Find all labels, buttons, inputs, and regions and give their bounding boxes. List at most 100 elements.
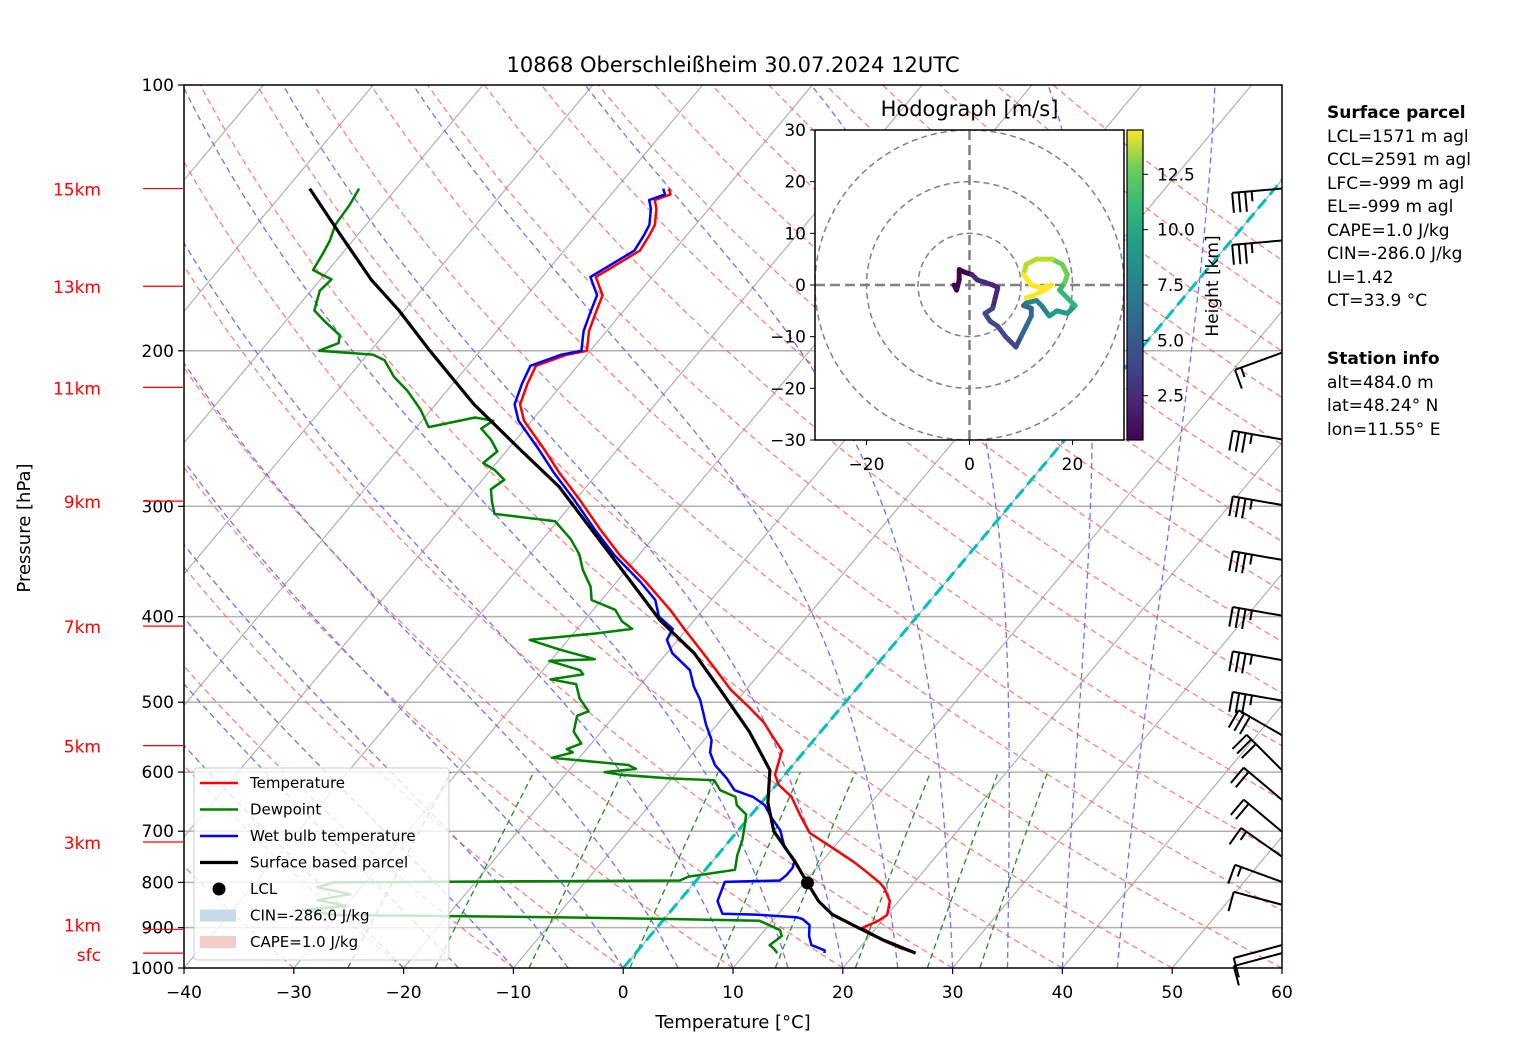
dry-adiabat [199,85,1173,968]
x-tick-label: −10 [495,983,531,1003]
x-tick-label: 60 [1271,983,1293,1003]
legend-label: Temperature [249,774,345,792]
wind-barb [1234,351,1283,389]
hodograph-x-tick-label: 20 [1062,455,1084,475]
profile-temperature [518,188,916,955]
height-label: 5km [64,738,101,758]
colorbar-tick-label: 5.0 [1157,331,1184,351]
axes: −40 −30 −20 −10 0 10 20 30 40 50 60100200300400500… [53,76,1293,1003]
dry-adiabat [768,85,1282,494]
mixing-ratio-line [528,771,624,968]
colorbar-tick-label: 7.5 [1157,276,1184,296]
mixing-ratio-line [979,771,1049,968]
height-label: 9km [64,493,101,513]
wind-barb [1232,944,1283,978]
wind-barb [1230,766,1283,801]
info-line: CIN=-286.0 J/kg [1327,244,1463,264]
hodograph-plot [815,130,1124,440]
info-line: LI=1.42 [1327,267,1394,288]
wind-barb [1227,863,1283,884]
colorbar-tick-label: 10.0 [1157,221,1195,241]
y-tick-label: 300 [142,497,174,517]
mixing-ratio-line [854,771,932,968]
surface-parcel-header: Surface parcel [1327,103,1466,123]
station-info-panel: Station info alt=484.0 m lat=48.24° N lo… [1327,348,1440,442]
wind-barb [1227,709,1283,737]
x-tick-label: 10 [722,983,744,1003]
colorbar [1126,129,1144,441]
moist-adiabat [184,616,514,968]
dry-adiabat [184,466,734,968]
y-tick-label: 700 [142,822,174,842]
isotherm [184,85,594,575]
wind-barb [1228,650,1283,674]
isotherm [184,85,484,444]
y-axis-label: Pressure [hPa] [14,463,35,592]
info-line: LFC=-999 m agl [1327,173,1465,194]
legend-label: CAPE=1.0 J/kg [250,933,358,951]
mixing-ratio-line [629,771,719,968]
colorbar-label: Height [km] [1203,235,1223,336]
legend-swatch [212,882,226,896]
height-label: 15km [53,181,101,201]
moist-adiabat [1116,85,1216,968]
legend: Temperature Dewpoint Wet bulb temperature S… [193,767,450,961]
wind-barb [1230,798,1283,833]
hodograph-ring [917,232,1022,338]
x-tick-label: 20 [832,983,854,1003]
mixing-ratio-line [434,771,535,968]
wind-barb [1232,952,1283,986]
dry-adiabat [426,85,1282,801]
y-tick-label: 200 [142,342,174,362]
x-tick-label: −20 [386,983,422,1003]
hodograph-x-tick-label: 0 [964,455,975,475]
wind-barb [1228,690,1283,715]
legend-label: CIN=-286.0 J/kg [250,907,370,925]
hodograph-y-tick-label: 20 [784,173,806,193]
info-line: LCL=1571 m agl [1327,126,1469,147]
moist-adiabat [184,460,624,968]
hodograph-y-tick-label: 0 [795,276,806,296]
height-label: 1km [64,916,101,936]
lcl-marker [800,876,814,890]
wind-barb [1228,429,1283,453]
hodograph-y-tick-label: −20 [770,379,806,399]
legend-label: Surface based parcel [250,854,408,872]
wind-barb [1228,495,1283,519]
hodograph-y-tick-label: −10 [770,328,806,348]
hodograph-y-tick-label: 30 [784,121,806,141]
y-tick-label: 100 [142,76,174,96]
profiles [302,177,1282,968]
x-tick-label: 0 [618,983,629,1003]
station-info-header: Station info [1327,349,1440,369]
y-tick-label: 600 [142,763,174,783]
chart-title: 10868 Oberschleißheim 30.07.2024 12UTC [507,53,960,77]
info-line: CCL=2591 m agl [1327,150,1472,170]
legend-swatch [200,936,236,948]
dry-adiabat [370,85,1282,856]
height-label: 13km [53,278,101,298]
moist-adiabat [184,362,679,968]
hodograph-x-tick-label: −20 [849,455,885,475]
isotherm [1061,704,1282,968]
info-line: EL=-999 m agl [1327,197,1454,217]
info-line: CAPE=1.0 J/kg [1327,220,1450,241]
wind-barb [1231,734,1283,771]
x-tick-label: 50 [1161,983,1183,1003]
colorbar-tick-label: 12.5 [1157,165,1195,185]
isotherm [842,441,1282,968]
dry-adiabat [184,264,953,968]
wind-barb [1227,890,1283,912]
height-label: 11km [53,379,101,399]
wind-barb [1228,550,1283,574]
dry-adiabat [313,85,1282,912]
legend-label: Dewpoint [250,801,321,819]
wind-barb [1228,605,1283,630]
dry-adiabat [184,366,844,968]
x-axis-label: Temperature [°C] [654,1012,810,1033]
wind-barbs [1227,187,1283,986]
hodograph: Hodograph [m/s] −20 0 20 30 20 10 0 −10 −20 −30 2.5… [770,97,1223,475]
y-tick-label: 800 [142,873,174,893]
x-tick-label: 40 [1052,983,1074,1003]
